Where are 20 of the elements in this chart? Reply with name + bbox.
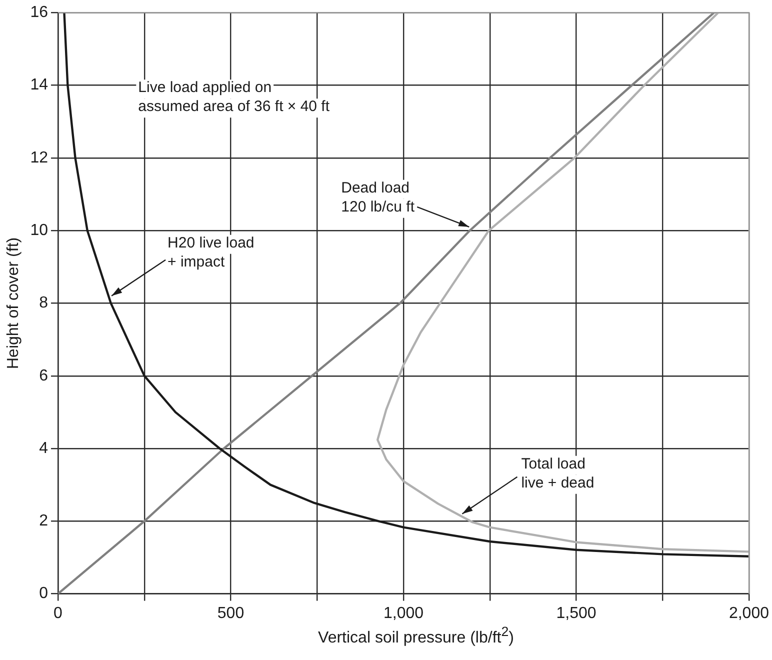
y-tick-label: 0 [39,585,48,602]
annotation: Live load applied on assumed area of 36 ft × 40 ft [138,79,330,116]
y-tick-label: 10 [30,222,48,239]
x-axis-title: Vertical soil pressure (lb/ft$^{2}$) [317,624,515,648]
x-tick-label: 2,000 [728,604,770,622]
x-tick-label: 500 [217,604,244,622]
annotation: H20 live load + impact [168,234,254,271]
y-tick-label: 12 [30,149,48,166]
y-tick-label: 16 [30,4,48,22]
annotation: Dead load 120 lb/cu ft [341,180,416,216]
x-tick-label: 0 [54,604,63,622]
x-tick-label: 1,000 [383,604,424,622]
x-tick-label: 1,500 [556,604,596,622]
y-tick-label: 2 [39,512,48,530]
y-axis-title: Height of cover (ft) [5,237,22,370]
y-tick-label: 14 [30,76,48,94]
y-tick-label: 6 [39,367,48,384]
annotation: Total load live + dead [521,456,594,492]
y-tick-label: 8 [39,294,48,312]
y-tick-label: 4 [39,440,48,457]
